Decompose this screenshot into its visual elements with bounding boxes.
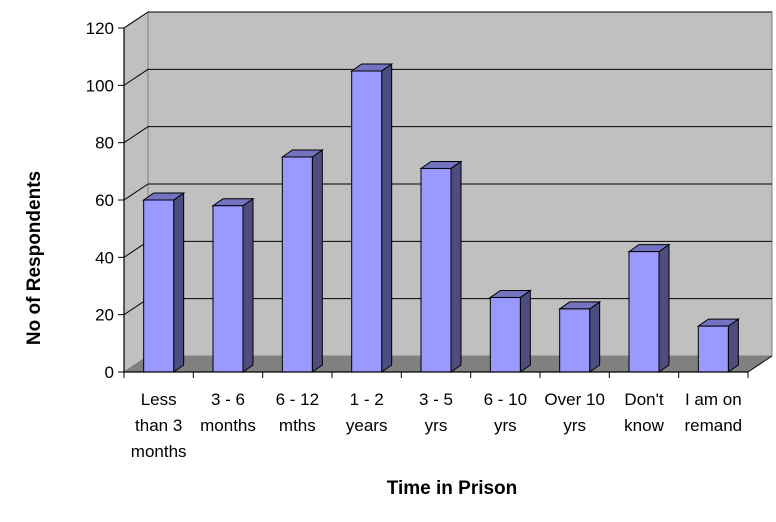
y-tick-label: 60: [95, 191, 114, 210]
bar-side: [173, 192, 185, 373]
bar-side: [658, 243, 670, 373]
x-category-label-line: 3 - 6: [211, 390, 245, 409]
bar: [142, 192, 186, 373]
bar: [488, 289, 532, 373]
x-category-label-line: than 3: [135, 416, 182, 435]
x-category-label: I am on remand: [685, 390, 743, 435]
x-category-label: 6 - 10 yrs: [484, 390, 527, 435]
x-category-label-line: 3 - 5: [419, 390, 453, 409]
bar-front: [628, 251, 660, 373]
bar-side: [727, 318, 739, 373]
y-tick-label: 100: [86, 76, 114, 95]
bar-side: [381, 63, 393, 373]
bar: [280, 149, 324, 373]
x-category-label: 1 - 2 years: [346, 390, 388, 435]
x-category-label-line: I am on: [685, 390, 742, 409]
x-axis-title: Time in Prison: [387, 478, 518, 499]
y-tick-label: 40: [95, 248, 114, 267]
x-category-label: Don't know: [624, 390, 664, 435]
bar-side: [519, 289, 531, 373]
x-category-label-line: Don't: [624, 390, 663, 409]
x-category-label-line: Over 10: [544, 390, 604, 409]
bar-front: [697, 325, 729, 373]
bar-front: [489, 296, 521, 373]
bars: [142, 63, 740, 373]
x-category-labels: Less than 3 months 3 - 6 months 6 - 12 mths 1 -…: [131, 390, 742, 461]
bar-front: [281, 156, 313, 373]
y-tick-label: 80: [95, 134, 114, 153]
x-category-label-line: months: [200, 416, 256, 435]
x-category-label: 3 - 5 yrs: [419, 390, 453, 435]
bar: [350, 63, 394, 373]
bar-side: [450, 160, 462, 373]
x-category-label-line: yrs: [494, 416, 517, 435]
bar-side: [242, 197, 254, 373]
x-category-label: Less than 3 months: [131, 390, 187, 461]
bar-front: [212, 205, 244, 373]
y-axis-title: No of Respondents: [24, 171, 45, 345]
gridline-side: [123, 126, 149, 144]
bar: [558, 300, 602, 373]
x-category-label-line: 6 - 10: [484, 390, 527, 409]
bar-front: [351, 70, 383, 373]
x-category-label-line: years: [346, 416, 388, 435]
gridline-side: [123, 183, 149, 201]
y-tick-label: 20: [95, 306, 114, 325]
x-category-label-line: Less: [141, 390, 177, 409]
gridline-side: [123, 68, 149, 86]
bar-front: [420, 167, 452, 373]
x-category-label: Over 10 yrs: [544, 390, 604, 435]
bar-side: [589, 300, 601, 373]
gridline-side: [123, 11, 149, 29]
x-category-label-line: remand: [685, 416, 743, 435]
bar-front: [143, 199, 175, 373]
x-category-label-line: yrs: [563, 416, 586, 435]
x-category-label-line: 1 - 2: [350, 390, 384, 409]
x-category-label: 3 - 6 months: [200, 390, 256, 435]
bar: [419, 160, 463, 373]
bar-front: [559, 308, 591, 373]
bar-side: [311, 149, 323, 373]
y-tick-label: 120: [86, 19, 114, 38]
y-tick-labels: 0 20 40 60 80 100 120: [86, 19, 114, 382]
x-category-label-line: know: [624, 416, 664, 435]
x-category-label-line: months: [131, 442, 187, 461]
bar: [211, 197, 255, 373]
x-category-label-line: yrs: [425, 416, 448, 435]
x-category-label-line: 6 - 12: [276, 390, 319, 409]
floor-edge: [747, 355, 773, 373]
bar: [696, 318, 740, 373]
y-tick-label: 0: [105, 363, 114, 382]
bar: [627, 243, 671, 373]
x-category-label-line: mths: [279, 416, 316, 435]
gridlines: [123, 11, 772, 316]
x-category-label: 6 - 12 mths: [276, 390, 319, 435]
axes: [118, 27, 773, 378]
